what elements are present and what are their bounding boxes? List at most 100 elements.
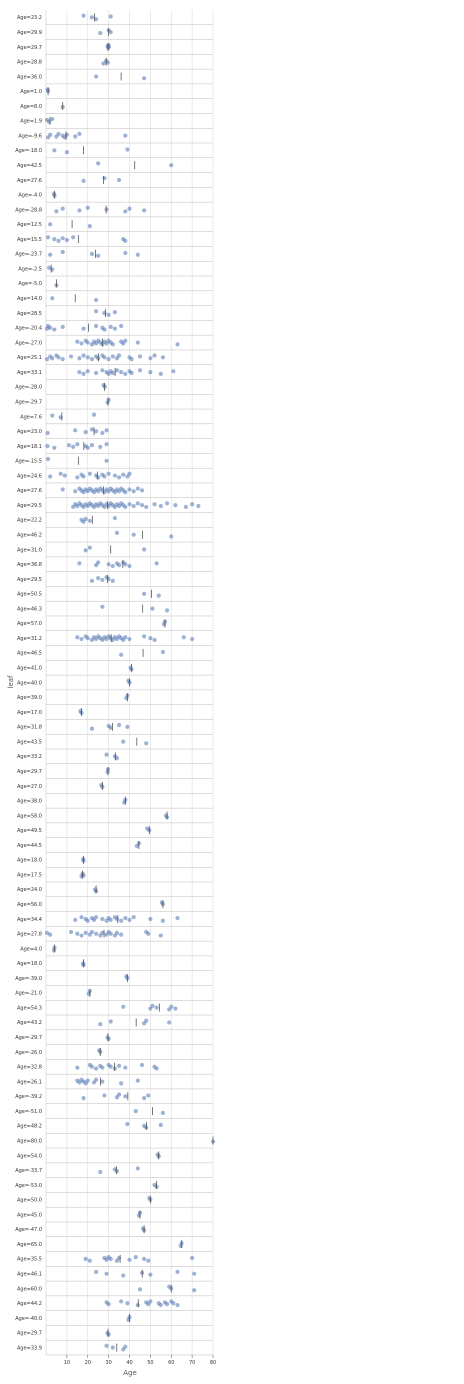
data-point <box>56 355 61 360</box>
data-point <box>108 14 113 19</box>
data-point <box>71 235 76 240</box>
row-label: Age=58.0 <box>17 813 42 819</box>
data-point <box>94 429 99 434</box>
data-point <box>50 296 55 301</box>
data-point <box>105 60 110 65</box>
data-point <box>48 252 53 257</box>
data-point <box>116 722 122 728</box>
data-point <box>108 1019 113 1024</box>
data-point <box>112 309 117 315</box>
data-point <box>106 357 111 362</box>
row-label: Age=-51.0 <box>15 1109 42 1115</box>
data-point <box>135 1302 140 1308</box>
data-point <box>164 501 170 506</box>
data-point <box>119 370 124 375</box>
data-point <box>60 249 65 255</box>
data-point <box>83 1256 88 1262</box>
row-label: Age=31.0 <box>17 547 42 553</box>
data-point <box>56 238 61 243</box>
data-point <box>77 131 82 136</box>
data-point <box>73 428 78 433</box>
data-point <box>160 355 165 360</box>
data-point <box>87 1258 92 1263</box>
data-point <box>108 917 113 922</box>
data-point <box>102 1093 107 1098</box>
data-point <box>142 1096 147 1101</box>
data-point <box>83 548 88 553</box>
data-point <box>48 474 53 479</box>
data-point <box>98 1169 103 1175</box>
data-point <box>48 325 53 330</box>
data-point <box>104 458 109 463</box>
row-label: Age=24.6 <box>17 473 42 479</box>
data-point <box>52 445 57 450</box>
row-label: Age=38.0 <box>17 799 42 805</box>
data-point <box>142 547 147 552</box>
row-label: Age=45.0 <box>17 1212 42 1218</box>
data-point <box>102 176 107 181</box>
row-label: Age=27.8 <box>17 932 42 938</box>
data-point <box>100 916 105 922</box>
data-point <box>83 516 88 522</box>
data-point <box>106 576 111 582</box>
data-point <box>175 1269 180 1274</box>
data-point <box>83 930 88 935</box>
x-tick-label: 50 <box>147 1360 153 1366</box>
row-label: Age=-29.7 <box>15 399 42 405</box>
data-point <box>50 413 55 418</box>
data-point <box>192 1288 197 1293</box>
data-point <box>96 253 101 258</box>
row-label: Age=14.0 <box>17 296 42 302</box>
data-point <box>152 502 157 507</box>
data-point <box>100 1065 105 1070</box>
data-point <box>64 237 69 243</box>
data-point <box>87 518 92 523</box>
data-point <box>44 357 50 362</box>
data-point <box>60 324 65 329</box>
x-tick-label: 10 <box>64 1360 70 1366</box>
data-point <box>89 929 95 935</box>
row-label: Age=-39.2 <box>15 1094 42 1100</box>
x-axis-title: Age <box>123 1369 137 1377</box>
data-point <box>142 76 147 81</box>
data-point <box>60 236 65 241</box>
data-point <box>47 265 52 270</box>
data-point <box>89 578 95 583</box>
data-point <box>102 327 107 332</box>
data-point <box>94 297 99 303</box>
data-point <box>81 474 86 479</box>
row-label: Age=-29.7 <box>15 1035 42 1041</box>
data-point <box>175 342 180 347</box>
row-label: Age=-20.4 <box>15 326 42 332</box>
data-point <box>175 1302 180 1308</box>
data-point <box>94 17 99 22</box>
data-point <box>135 252 140 257</box>
data-point <box>144 1125 149 1130</box>
data-point <box>144 504 149 510</box>
data-point <box>190 502 195 507</box>
data-point <box>104 442 109 447</box>
data-point <box>94 309 99 314</box>
data-point <box>108 324 113 329</box>
data-point <box>85 1078 90 1083</box>
data-point <box>52 148 57 153</box>
data-point <box>171 369 176 374</box>
x-gridlines <box>45 10 214 1355</box>
data-point <box>158 933 163 938</box>
row-label: Age=29.7 <box>17 1331 42 1337</box>
data-point <box>101 61 106 66</box>
data-point <box>125 1301 130 1306</box>
data-point <box>125 724 130 729</box>
row-label: Age=57.0 <box>17 621 42 627</box>
row-label: Age=28.8 <box>17 60 42 66</box>
data-point <box>98 444 103 450</box>
data-point <box>77 561 82 566</box>
data-point <box>50 356 55 361</box>
data-point <box>150 1003 155 1008</box>
data-point <box>139 1062 145 1068</box>
row-label: Age=-27.0 <box>15 340 42 346</box>
data-point <box>100 604 105 609</box>
data-point <box>183 504 188 510</box>
data-point <box>79 341 84 346</box>
data-point <box>148 916 153 922</box>
